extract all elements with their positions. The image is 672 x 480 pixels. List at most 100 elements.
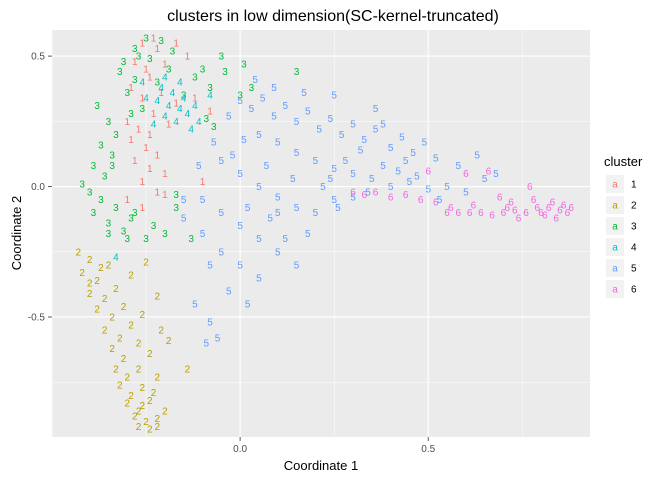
point-cluster-6: 6 (373, 187, 379, 198)
point-cluster-6: 6 (504, 203, 510, 214)
point-cluster-5: 5 (282, 234, 288, 245)
point-cluster-6: 6 (425, 166, 431, 177)
point-cluster-4: 4 (158, 83, 164, 94)
point-cluster-1: 1 (207, 106, 213, 117)
x-tick-label: 0.5 (421, 444, 435, 455)
point-cluster-1: 1 (147, 130, 153, 141)
point-cluster-5: 5 (252, 75, 258, 86)
point-cluster-3: 3 (98, 195, 104, 206)
point-cluster-4: 4 (143, 93, 149, 104)
point-cluster-2: 2 (136, 422, 142, 433)
point-cluster-2: 2 (76, 247, 82, 258)
y-tick-label: -0.5 (28, 312, 46, 323)
point-cluster-5: 5 (437, 195, 443, 206)
point-cluster-2: 2 (140, 310, 146, 321)
point-cluster-2: 2 (87, 289, 93, 300)
point-cluster-2: 2 (109, 312, 115, 323)
point-cluster-6: 6 (497, 192, 503, 203)
point-cluster-6: 6 (527, 182, 533, 193)
point-cluster-5: 5 (256, 273, 262, 284)
point-cluster-1: 1 (155, 44, 161, 55)
point-cluster-5: 5 (275, 247, 281, 258)
point-cluster-5: 5 (256, 182, 262, 193)
point-cluster-3: 3 (121, 226, 127, 237)
point-cluster-5: 5 (271, 83, 277, 94)
point-cluster-5: 5 (294, 148, 300, 159)
point-cluster-3: 3 (113, 130, 119, 141)
legend-key (606, 238, 624, 256)
point-cluster-5: 5 (399, 132, 405, 143)
point-cluster-5: 5 (482, 174, 488, 185)
point-cluster-3: 3 (91, 161, 97, 172)
legend-title: cluster (604, 154, 643, 169)
point-cluster-3: 3 (155, 78, 161, 89)
point-cluster-6: 6 (471, 200, 477, 211)
point-cluster-5: 5 (365, 187, 371, 198)
point-cluster-5: 5 (200, 229, 206, 240)
point-cluster-2: 2 (94, 305, 100, 316)
point-cluster-5: 5 (350, 192, 356, 203)
point-cluster-2: 2 (136, 339, 142, 350)
point-cluster-6: 6 (565, 208, 571, 219)
point-cluster-5: 5 (256, 130, 262, 141)
point-cluster-2: 2 (155, 292, 161, 303)
point-cluster-6: 6 (523, 208, 529, 219)
point-cluster-4: 4 (162, 72, 168, 83)
point-cluster-1: 1 (140, 93, 146, 104)
point-cluster-4: 4 (140, 78, 146, 89)
point-cluster-5: 5 (361, 135, 367, 146)
point-cluster-5: 5 (301, 88, 307, 99)
point-cluster-6: 6 (361, 190, 367, 201)
point-cluster-3: 3 (192, 72, 198, 83)
legend-label-6: 6 (631, 285, 637, 296)
point-cluster-5: 5 (328, 114, 334, 125)
point-cluster-3: 3 (109, 161, 115, 172)
point-cluster-6: 6 (535, 203, 541, 214)
point-cluster-4: 4 (185, 109, 191, 120)
point-cluster-1: 1 (143, 65, 149, 76)
point-cluster-1: 1 (143, 143, 149, 154)
legend-glyph: a (612, 264, 618, 275)
point-cluster-2: 2 (113, 365, 119, 376)
point-cluster-5: 5 (245, 299, 251, 310)
point-cluster-5: 5 (339, 130, 345, 141)
point-cluster-5: 5 (245, 203, 251, 214)
x-axis-title: Coordinate 1 (284, 458, 358, 473)
point-cluster-3: 3 (79, 179, 85, 190)
point-cluster-1: 1 (124, 195, 130, 206)
point-cluster-1: 1 (140, 177, 146, 188)
point-cluster-2: 2 (147, 396, 153, 407)
point-cluster-3: 3 (151, 221, 157, 232)
legend-label-4: 4 (631, 243, 637, 254)
point-cluster-6: 6 (456, 208, 462, 219)
point-cluster-5: 5 (211, 138, 217, 149)
point-cluster-4: 4 (196, 117, 202, 128)
point-cluster-6: 6 (568, 203, 574, 214)
point-cluster-5: 5 (181, 195, 187, 206)
point-cluster-5: 5 (335, 203, 341, 214)
point-cluster-5: 5 (373, 104, 379, 115)
legend-label-3: 3 (631, 222, 637, 233)
point-cluster-1: 1 (147, 72, 153, 83)
point-cluster-1: 1 (173, 99, 179, 110)
point-cluster-6: 6 (531, 195, 537, 206)
point-cluster-5: 5 (237, 96, 243, 107)
point-cluster-3: 3 (294, 67, 300, 78)
point-cluster-5: 5 (425, 185, 431, 196)
point-cluster-3: 3 (106, 229, 112, 240)
point-cluster-5: 5 (388, 143, 394, 154)
legend-key (606, 217, 624, 235)
point-cluster-3: 3 (121, 57, 127, 68)
point-cluster-5: 5 (320, 182, 326, 193)
point-cluster-5: 5 (316, 125, 322, 136)
point-cluster-2: 2 (151, 388, 157, 399)
point-cluster-2: 2 (121, 302, 127, 313)
legend: cluster a 1 a 2 a 3 a 4 a 5 a 6 (604, 154, 643, 298)
point-cluster-6: 6 (538, 208, 544, 219)
point-cluster-2: 2 (143, 258, 149, 269)
point-cluster-6: 6 (448, 203, 454, 214)
point-cluster-3: 3 (136, 52, 142, 63)
point-cluster-1: 1 (166, 119, 172, 130)
point-cluster-3: 3 (143, 234, 149, 245)
point-cluster-4: 4 (162, 112, 168, 123)
